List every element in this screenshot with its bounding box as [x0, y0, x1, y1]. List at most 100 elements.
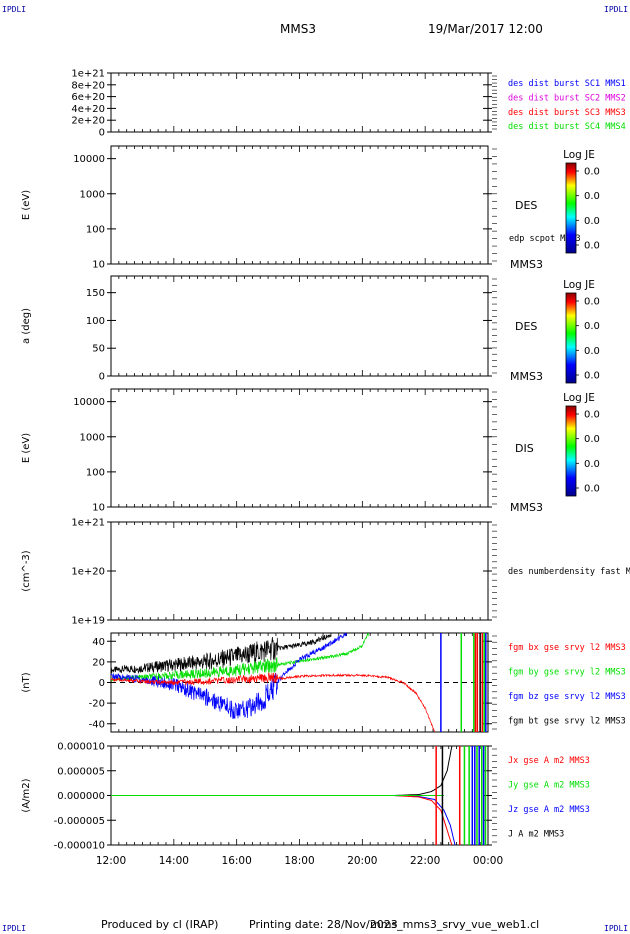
colorbar-title: Log JE [563, 149, 595, 161]
legend-entry: des dist burst SC4 MMS4 [508, 122, 626, 132]
panel-5: 1e+21 1e+20 1e+19 (cm^-3) des numberdensity … [21, 518, 630, 627]
corner-label-bottom-left: IPDLI [2, 924, 27, 933]
y-tick-label: 0.000010 [57, 742, 105, 753]
y-tick-label: 100 [86, 467, 105, 478]
y-axis-label: (nT) [21, 672, 32, 692]
legend-entry: J A m2 MMS3 [508, 830, 564, 840]
colorbar-tick-label: 0.0 [584, 371, 600, 382]
colorbar-tick-label: 0.0 [584, 167, 600, 178]
series-group [111, 633, 487, 732]
y-axis-label: (cm^-3) [21, 550, 32, 591]
panel-frame [110, 72, 489, 133]
panel-6: 40 20 0 -20 -40 (nT) fgm bx gse srvy l2 MMS3 fg… [21, 632, 626, 733]
legend-entry: des dist burst SC3 MMS3 [508, 108, 626, 118]
y-tick-label: -40 [89, 719, 105, 730]
y-tick-label: 10 [92, 503, 105, 514]
x-tick-label: 12:00 [96, 855, 126, 867]
y-tick-label: 1000 [80, 432, 105, 443]
y-tick-label: 2e+20 [71, 116, 105, 127]
panel-frame [110, 521, 489, 621]
printing-date: Printing date: 28/Nov/2023 [249, 918, 398, 931]
y-tick-label: 1000 [80, 189, 105, 200]
colorbar-tick-label: 0.0 [584, 297, 600, 308]
colorbar-tick-label: 0.0 [584, 484, 600, 495]
panel-4: 10000 1000 100 10 E (eV) DIS MMS3 Log JE 0.0 0.0 0… [21, 388, 600, 514]
series-group [111, 746, 487, 845]
y-tick-label: 0 [99, 678, 105, 689]
series-line [111, 746, 453, 796]
x-tick-label: 14:00 [159, 855, 189, 867]
y-tick-label: 100 [86, 224, 105, 235]
y-tick-label: 8e+20 [71, 80, 105, 91]
spacecraft-title: MMS3 [280, 22, 316, 36]
y-tick-label: -0.000005 [54, 816, 105, 827]
y-tick-label: 20 [92, 657, 105, 668]
series-line [111, 795, 456, 845]
series-line [111, 795, 453, 845]
series-line [111, 672, 435, 732]
y-tick-label: -0.000010 [54, 841, 105, 852]
x-tick-label: 18:00 [284, 855, 314, 867]
y-axis-label: a (deg) [21, 308, 32, 344]
y-tick-label: 10000 [73, 154, 105, 165]
legend-entry: fgm by gse srvy l2 MMS3 [508, 668, 626, 678]
y-axis-label: E (eV) [21, 433, 32, 463]
legend-entry: Jx gse A m2 MMS3 [508, 756, 590, 766]
colorbar [565, 162, 577, 254]
series-line [111, 634, 332, 674]
x-tick-label: 20:00 [347, 855, 377, 867]
y-tick-label: 1e+21 [71, 69, 105, 80]
y-tick-label: -20 [89, 699, 105, 710]
colorbar-title: Log JE [563, 392, 595, 404]
colorbar-tick-label: 0.0 [584, 459, 600, 470]
y-tick-label: 1e+19 [71, 616, 105, 627]
species-label: DES [515, 199, 537, 212]
y-tick-label: 150 [86, 288, 105, 299]
legend-entry: des dist burst SC1 MMS1 [508, 79, 626, 89]
produced-by: Produced by cl (IRAP) [101, 918, 219, 931]
colorbar-tick-label: 0.0 [584, 216, 600, 227]
y-axis-label: (A/m2) [21, 778, 32, 812]
x-tick-label: 22:00 [410, 855, 440, 867]
colorbar-tick-label: 0.0 [584, 434, 600, 445]
species-label: DES [515, 320, 537, 333]
y-tick-label: 4e+20 [71, 104, 105, 115]
panel-3: 150 100 50 0 a (deg) DES MMS3 Log JE 0.0 0.0 0.0 0.… [21, 275, 600, 384]
panel-frame [110, 145, 489, 265]
y-tick-label: 10 [92, 260, 105, 271]
y-tick-label: 0.000005 [57, 766, 105, 777]
panel-7: 0.000010 0.000005 0.000000 -0.000005 -0.0000… [21, 742, 590, 868]
legend-entry: des numberdensity fast M [508, 567, 630, 577]
legend-entry: Jy gse A m2 MMS3 [508, 781, 590, 791]
y-tick-label: 50 [92, 344, 105, 355]
x-tick-label: 00:00 [473, 855, 503, 867]
filename: mms_mms3_srvy_vue_web1.cl [370, 918, 540, 931]
y-tick-label: 1e+21 [71, 518, 105, 529]
colorbar [565, 405, 577, 497]
y-tick-label: 0 [99, 128, 105, 139]
legend-entry: fgm bx gse srvy l2 MMS3 [508, 643, 626, 653]
y-tick-label: 100 [86, 316, 105, 327]
corner-label-bottom-right: IPDLI [604, 924, 629, 933]
y-tick-label: 40 [92, 637, 105, 648]
colorbar [565, 292, 577, 384]
legend-entry: des dist burst SC2 MMS2 [508, 93, 626, 103]
colorbar-tick-label: 0.0 [584, 191, 600, 202]
x-tick-label: 16:00 [222, 855, 252, 867]
y-tick-label: 0.000000 [57, 791, 105, 802]
y-tick-label: 1e+20 [71, 567, 105, 578]
colorbar-tick-label: 0.0 [584, 321, 600, 332]
datetime-title: 19/Mar/2017 12:00 [428, 22, 543, 36]
species-label: DIS [515, 442, 534, 455]
legend-entry: fgm bt gse srvy l2 MMS3 [508, 717, 626, 727]
side-note: edp scpot MMS3 [509, 234, 581, 244]
y-tick-label: 10000 [73, 397, 105, 408]
panel-2: 10000 1000 100 10 E (eV) DES MMS3 edp scpot MMS… [21, 145, 600, 271]
y-tick-label: 6e+20 [71, 92, 105, 103]
series-line [111, 633, 369, 682]
y-tick-label: 0 [99, 372, 105, 383]
y-axis-label: E (eV) [21, 190, 32, 220]
